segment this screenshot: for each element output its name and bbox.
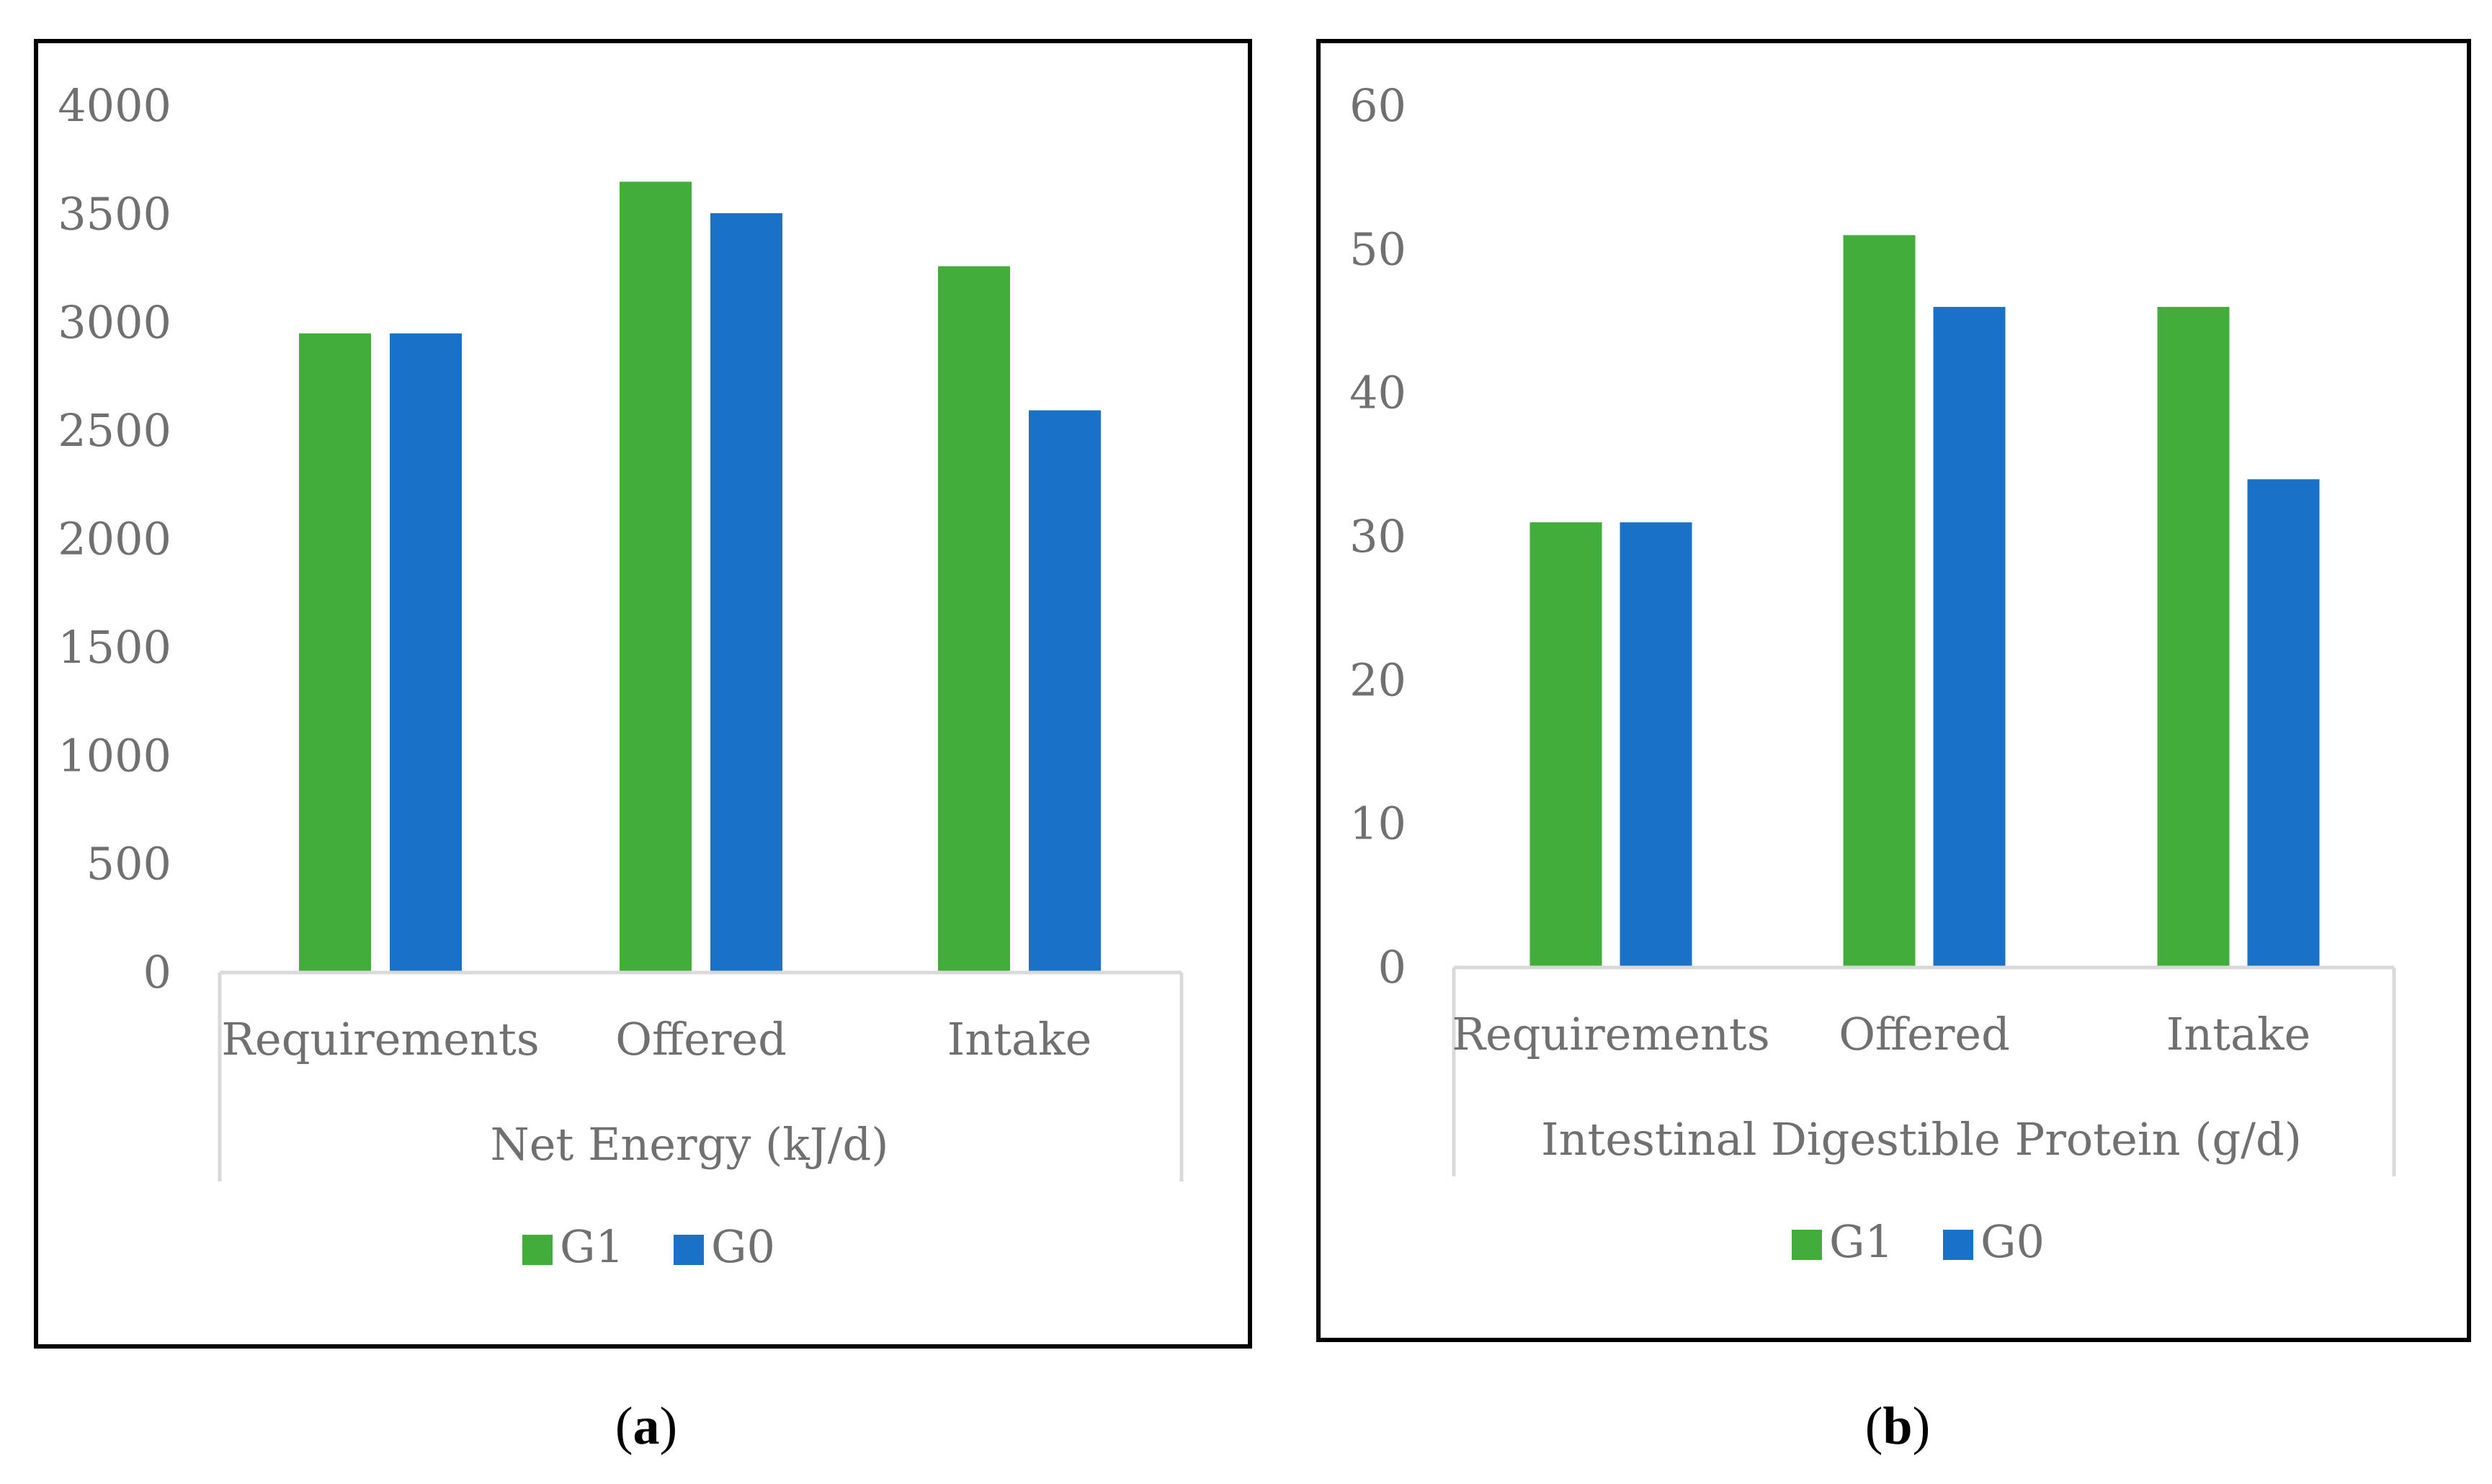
panel-a-category-label: Offered [615,1013,787,1065]
panel-a-y-tick-label: 0 [143,946,171,998]
panel-a-y-tick-label: 3500 [58,187,171,240]
panel-label-b: (b) [1865,1397,1930,1456]
panel-b-bar-g0-intake [2247,479,2320,967]
panel-a-bar-g0-intake [1029,410,1101,973]
panel-b-legend-swatch-g1 [1792,1230,1822,1260]
panel-b-bar-g0-requirements [1620,522,1692,967]
panel-a-y-tick-label: 2000 [58,513,171,566]
panel-b-category-labels: Requirements Offered Intake [1452,1008,2310,1060]
panel-a-y-tick-label: 4000 [58,79,171,132]
panel-b-bar-g1-requirements [1529,522,1602,967]
panel-a: 0 500 1000 1500 2000 2500 3000 3500 4000 Require… [34,39,1252,1349]
panel-a-category-labels: Requirements Offered Intake [221,1013,1091,1065]
panel-a-legend-swatch-g1 [522,1235,553,1265]
panel-a-y-tick-label: 2500 [58,404,171,457]
panel-a-category-axis [218,970,1184,1181]
panel-b-y-tick-label: 20 [1349,653,1406,706]
panel-a-y-tick-label: 1000 [58,729,171,782]
panel-b-bar-g1-intake [2157,307,2230,968]
panel-b-legend: G1 G0 [1792,1215,2045,1268]
panel-a-legend-label-g1: G1 [560,1220,624,1273]
panel-a-category-label: Intake [947,1013,1092,1065]
panel-b-y-tick-label: 40 [1349,367,1406,419]
panel-a-legend: G1 G0 [522,1220,775,1273]
panel-b-bar-g0-offered [1933,307,2006,968]
panel-a-bar-g1-intake [938,266,1010,973]
panel-a-bars [299,182,1101,973]
panel-a-x-axis-title: Net Energy (kJ/d) [491,1118,889,1171]
panel-a-category-label: Requirements [221,1013,539,1065]
panel-b-category-label: Intake [2166,1008,2311,1060]
panel-b-y-tick-labels: 0 10 20 30 40 50 60 [1349,79,1406,993]
panel-a-legend-swatch-g0 [674,1235,704,1265]
panel-b-category-label: Offered [1839,1008,2010,1060]
panel-b-y-tick-label: 50 [1349,223,1406,275]
panel-a-y-tick-label: 1500 [58,621,171,674]
panel-b-y-tick-label: 10 [1349,797,1406,850]
panel-a-bar-g0-offered [710,213,782,973]
panel-a-y-tick-label: 3000 [58,296,171,349]
panel-b-y-tick-label: 60 [1349,79,1406,132]
panel-b-legend-swatch-g0 [1943,1230,1973,1260]
panel-a-legend-label-g0: G0 [711,1220,775,1273]
panel-b-bars [1529,235,2320,968]
panel-a-bar-g1-requirements [299,333,371,973]
panel-label-a: (a) [615,1397,677,1456]
panel-a-y-tick-label: 500 [86,838,171,890]
panel-a-bar-g1-offered [620,182,692,973]
panel-b-legend-label-g0: G0 [1980,1215,2045,1268]
panel-b-y-tick-label: 30 [1349,510,1406,563]
panel-b-category-axis [1452,965,2396,1176]
panel-b-y-tick-label: 0 [1378,941,1406,993]
panel-b-bar-g1-offered [1843,235,1916,967]
panel-b-x-axis-title: Intestinal Digestible Protein (g/d) [1541,1113,2302,1166]
panel-a-y-tick-labels: 0 500 1000 1500 2000 2500 3000 3500 4000 [58,79,171,998]
panel-a-bar-g0-requirements [390,333,462,973]
panel-b-legend-label-g1: G1 [1829,1215,1893,1268]
panel-b-category-label: Requirements [1452,1008,1769,1060]
